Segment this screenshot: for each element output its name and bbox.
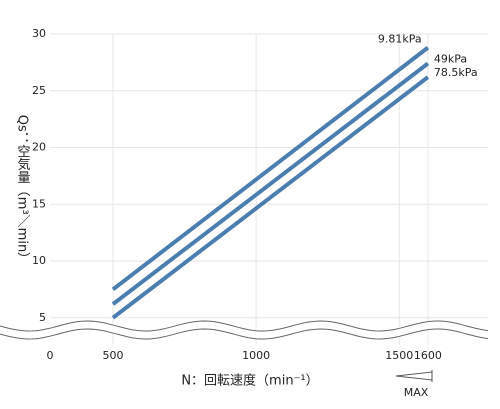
- y-tick-label: 20: [32, 141, 46, 154]
- axis-break: [0, 320, 489, 332]
- y-axis-title: Qs：空気量（m³／min）: [15, 115, 31, 265]
- x-tick-label: 500: [102, 349, 123, 362]
- y-tick-label: 15: [32, 197, 46, 210]
- x-tick-label: 1600: [414, 349, 442, 362]
- x-tick-label: 1500: [385, 349, 413, 362]
- x-axis-title: N：回転速度（min⁻¹）: [181, 373, 318, 389]
- series-line: [111, 61, 430, 306]
- max-arrow: [395, 371, 433, 381]
- y-tick-label: 30: [32, 27, 46, 40]
- y-tick-label: 5: [39, 311, 46, 324]
- x-tick-label: 0: [47, 349, 54, 362]
- series-line: [111, 75, 430, 320]
- series-label: 9.81kPa: [378, 33, 422, 46]
- y-tick-label: 25: [32, 84, 46, 97]
- series-label: 49kPa: [434, 53, 467, 66]
- axis-break: [0, 328, 489, 340]
- axis-break-fill: [0, 321, 488, 339]
- x-tick-label: 1000: [242, 349, 270, 362]
- series-line: [111, 46, 430, 291]
- max-label: MAX: [404, 386, 429, 399]
- series-label: 78.5kPa: [434, 66, 478, 79]
- y-tick-label: 10: [32, 254, 46, 267]
